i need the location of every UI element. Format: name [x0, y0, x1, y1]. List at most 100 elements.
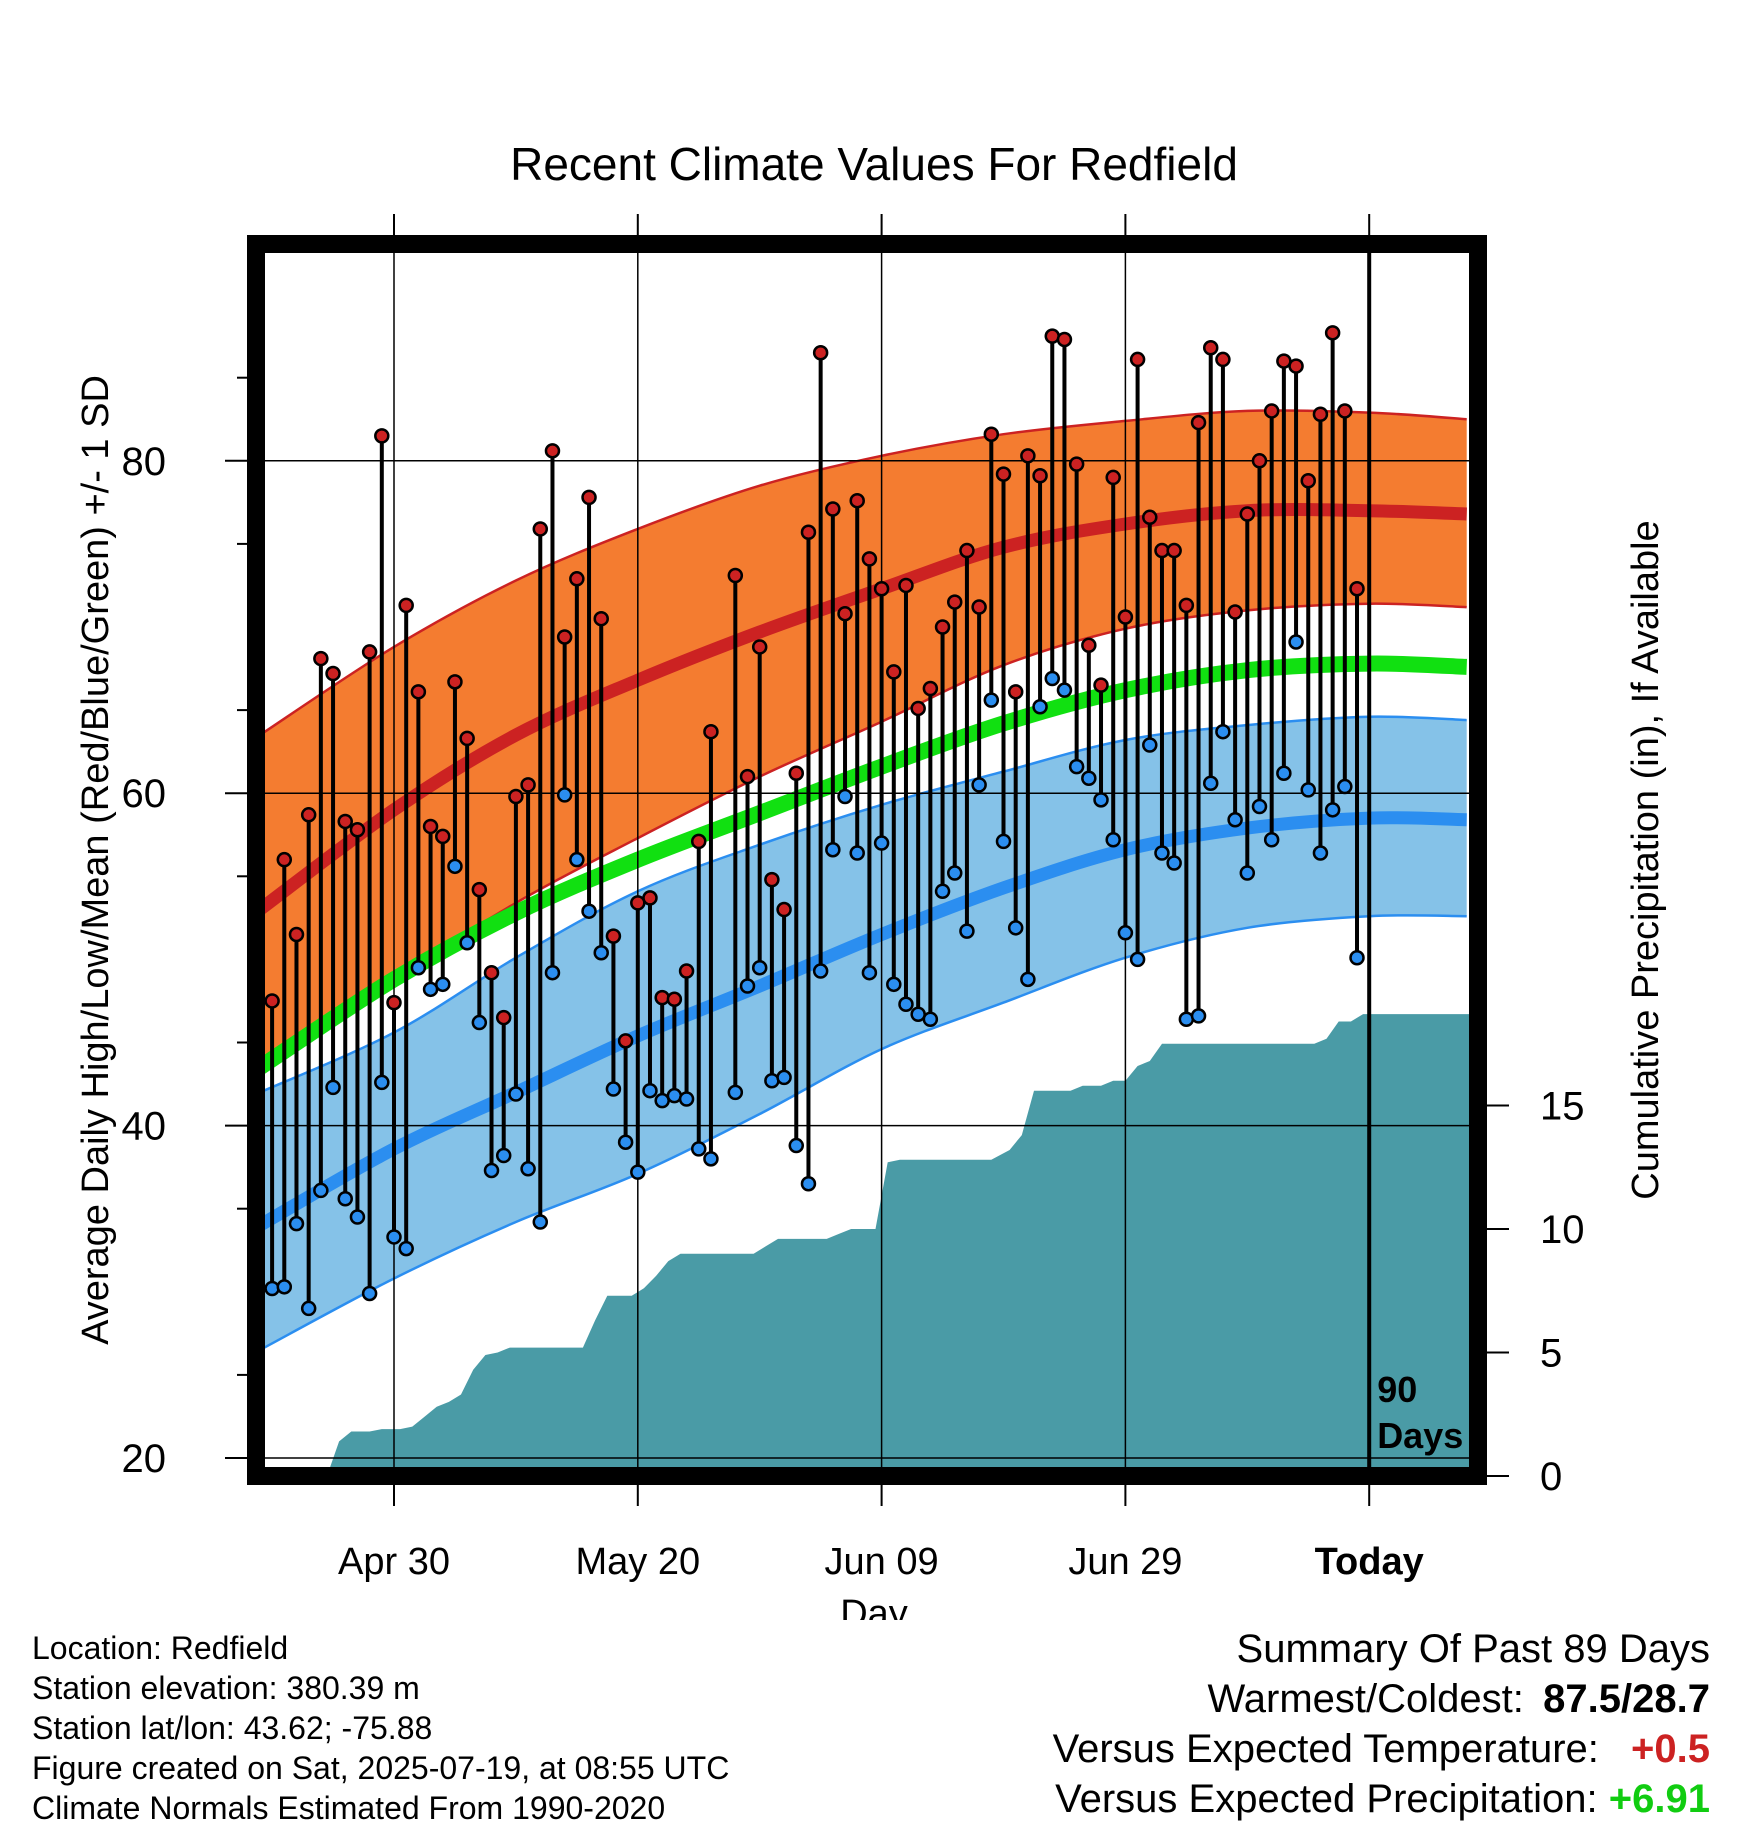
daily-high-point — [605, 928, 622, 944]
climate-chart: Recent Climate Values For Redfield 90 Day… — [75, 138, 1667, 1620]
low-sd-band-lower-edge — [259, 914, 1467, 1352]
warm-cold-label: Warmest/Coldest: — [1207, 1677, 1524, 1721]
axes: 20 40 60 80 0 5 10 15 Apr 30 May 20 Jun 09 Jun 29 To… — [122, 214, 1585, 1583]
daily-low-point — [630, 1164, 646, 1180]
plot-content: 90 Days — [256, 244, 1478, 1476]
daily-high-point — [508, 788, 524, 805]
daily-low-point — [471, 1014, 488, 1031]
daily-high-point — [703, 723, 719, 740]
daily-low-point — [886, 976, 902, 993]
daily-high-point — [825, 501, 841, 517]
daily-low-point — [581, 903, 597, 919]
station-info: Location: Redfield Station elevation: 38… — [32, 1628, 729, 1828]
daily-high-point — [264, 993, 280, 1009]
daily-high-point — [678, 963, 695, 979]
warm-cold-row: Warmest/Coldest: 87.5/28.7 — [1053, 1674, 1711, 1724]
daily-low-point — [837, 788, 853, 805]
daily-high-point — [727, 567, 744, 584]
daily-high-point — [349, 822, 366, 838]
daily-high-point — [934, 619, 951, 635]
daily-high-point — [898, 577, 914, 594]
daily-observations — [264, 325, 1365, 1317]
daily-high-point — [1349, 581, 1365, 597]
plot-frame — [247, 235, 1487, 1485]
daily-high-point — [971, 599, 987, 615]
daily-high-point — [1227, 604, 1243, 620]
daily-high-point — [1251, 453, 1268, 469]
daily-high-point — [1117, 609, 1134, 625]
daily-low-point — [1154, 845, 1170, 861]
daily-high-point — [873, 581, 890, 597]
daily-high-point — [1300, 472, 1316, 489]
daily-high-point — [1129, 351, 1146, 368]
temp-label: Versus Expected Temperature: — [1052, 1727, 1599, 1771]
daily-low-point — [337, 1190, 353, 1207]
daily-low-point — [995, 833, 1012, 850]
latlon-text: Station lat/lon: 43.62; -75.88 — [32, 1710, 433, 1746]
daily-high-point — [788, 765, 805, 782]
daily-low-point — [410, 959, 427, 976]
daily-low-point — [642, 1082, 658, 1099]
daily-low-point — [1324, 802, 1341, 818]
daily-low-point — [495, 1147, 512, 1164]
daily-low-point — [983, 692, 1000, 708]
daily-low-point — [1337, 778, 1353, 795]
daily-low-point — [544, 964, 561, 981]
daily-low-point — [751, 959, 768, 976]
daily-low-point — [435, 976, 451, 993]
daily-high-point — [654, 989, 670, 1006]
today-marker-days: Days — [1377, 1415, 1463, 1456]
daily-high-point — [1020, 448, 1036, 464]
daily-high-point — [1178, 597, 1195, 614]
daily-high-point — [1239, 506, 1256, 522]
daily-high-point — [410, 684, 427, 700]
daily-low-point — [556, 787, 573, 803]
created-text: Figure created on Sat, 2025-07-19, at 08… — [32, 1750, 730, 1786]
daily-high-point — [544, 443, 561, 459]
daily-low-point — [1166, 855, 1182, 871]
daily-high-point — [642, 890, 658, 906]
daily-high-point — [1068, 456, 1085, 472]
low-normal-line — [256, 811, 1467, 1231]
daily-high-point — [435, 828, 451, 845]
x-tick-label: Apr 30 — [338, 1541, 450, 1583]
daily-high-point — [325, 665, 341, 682]
daily-high-point — [995, 466, 1012, 482]
x-tick-label: Today — [1315, 1541, 1424, 1583]
daily-high-point — [398, 597, 414, 614]
daily-low-point — [300, 1300, 317, 1317]
summary-panel: Summary Of Past 89 Days Warmest/Coldest:… — [1053, 1624, 1710, 1824]
daily-low-point — [1032, 699, 1048, 715]
daily-high-point — [959, 542, 975, 559]
daily-low-point — [971, 777, 987, 793]
daily-low-point — [1190, 1008, 1207, 1024]
daily-high-point — [861, 551, 878, 567]
daily-low-point — [946, 865, 963, 881]
x-axis-label: Day — [840, 1593, 908, 1620]
daily-low-point — [727, 1084, 744, 1101]
low-sd-band — [259, 716, 1467, 1350]
daily-high-point — [495, 1009, 512, 1026]
daily-low-point — [1312, 845, 1329, 861]
daily-low-point — [691, 1141, 707, 1157]
daily-high-point — [812, 345, 829, 361]
daily-high-point — [1312, 406, 1329, 423]
daily-high-point — [776, 901, 792, 918]
daily-low-point — [703, 1151, 719, 1167]
daily-low-point — [922, 1011, 939, 1027]
daily-high-point — [459, 730, 475, 747]
daily-high-point — [1190, 414, 1207, 431]
daily-high-point — [617, 1033, 634, 1049]
daily-low-point — [276, 1279, 293, 1295]
daily-high-point — [922, 680, 939, 697]
y-right-tick-label: 5 — [1540, 1332, 1562, 1376]
daily-high-point — [1166, 542, 1182, 559]
daily-low-point — [1142, 737, 1158, 753]
daily-high-point — [471, 881, 488, 898]
daily-high-point — [337, 813, 353, 830]
daily-low-point — [374, 1074, 390, 1091]
daily-low-point — [508, 1086, 524, 1102]
x-tick-label: May 20 — [575, 1541, 700, 1583]
y-axis-right-label: Cumulative Precipitation (in), If Availa… — [1625, 520, 1667, 1199]
location-text: Location: Redfield — [32, 1630, 289, 1666]
